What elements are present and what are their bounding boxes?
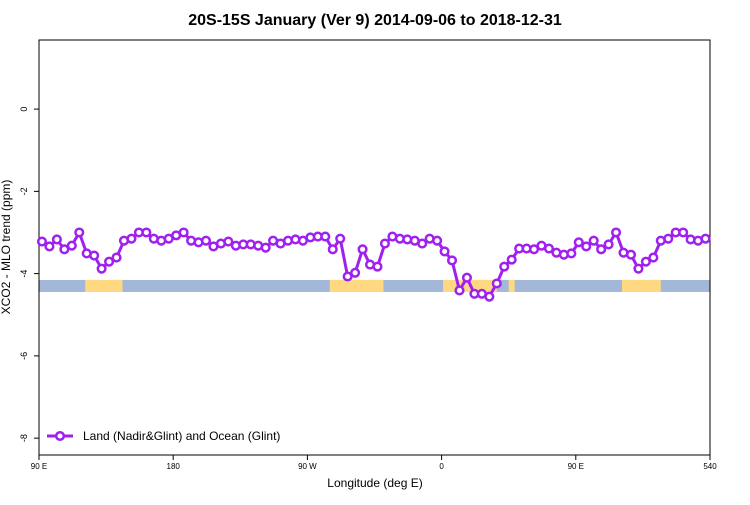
data-point xyxy=(357,244,368,255)
data-point xyxy=(36,236,48,247)
data-point xyxy=(543,243,555,254)
data-point xyxy=(611,227,622,238)
y-tick-label: -6 xyxy=(19,352,29,360)
data-point xyxy=(111,252,122,263)
data-point xyxy=(625,249,637,260)
data-point xyxy=(126,233,137,244)
land-band xyxy=(622,279,661,292)
data-point xyxy=(491,278,502,289)
data-point xyxy=(350,267,361,278)
data-point xyxy=(603,239,614,250)
data-point xyxy=(678,227,689,238)
x-tick-label: 90 E xyxy=(31,462,47,471)
data-point xyxy=(499,261,510,272)
data-point xyxy=(528,244,540,255)
x-tick-label: 90 E xyxy=(568,462,584,471)
data-point xyxy=(446,255,458,266)
data-point xyxy=(335,233,346,244)
legend-marker xyxy=(54,430,66,442)
data-point xyxy=(484,291,495,302)
data-point xyxy=(372,261,383,272)
data-point xyxy=(439,246,450,257)
data-point xyxy=(648,252,659,263)
legend-label: Land (Nadir&Glint) and Ocean (Glint) xyxy=(83,429,280,443)
data-point xyxy=(342,271,353,282)
plot-frame xyxy=(38,39,711,456)
land-band xyxy=(85,279,123,292)
data-point xyxy=(59,244,70,255)
data-point xyxy=(327,244,338,255)
y-tick-label: -4 xyxy=(19,270,29,278)
data-point xyxy=(432,235,443,246)
x-tick-label: 540 xyxy=(703,462,717,471)
y-tick-label: -2 xyxy=(19,187,29,195)
data-point xyxy=(454,285,465,296)
data-point xyxy=(89,250,100,261)
data-point xyxy=(640,256,651,267)
data-point xyxy=(461,272,472,283)
data-point xyxy=(581,241,592,252)
data-point xyxy=(66,240,77,251)
data-point xyxy=(96,263,107,274)
data-point xyxy=(74,227,85,238)
x-tick-label: 90 W xyxy=(298,462,317,471)
data-point xyxy=(663,233,674,244)
data-point xyxy=(178,227,189,238)
data-point xyxy=(573,237,584,248)
y-tick-label: 0 xyxy=(19,107,29,112)
data-point xyxy=(633,263,644,274)
data-point xyxy=(223,236,234,247)
data-point xyxy=(44,241,55,252)
y-axis-label: XCO2 - MLO trend (ppm) xyxy=(0,180,13,315)
data-point xyxy=(379,238,390,249)
x-tick-label: 180 xyxy=(167,462,181,471)
data-point xyxy=(596,244,607,255)
data-point xyxy=(141,227,152,238)
land-band xyxy=(329,279,384,292)
data-point xyxy=(588,235,599,246)
data-point xyxy=(104,256,115,267)
data-point xyxy=(700,233,711,244)
land-band xyxy=(508,279,515,292)
x-axis-label: Longitude (deg E) xyxy=(327,476,422,490)
data-point xyxy=(417,238,428,249)
data-point xyxy=(506,254,517,265)
data-point xyxy=(51,234,62,245)
chart-title: 20S-15S January (Ver 9) 2014-09-06 to 20… xyxy=(188,12,562,29)
data-point xyxy=(566,248,577,259)
y-tick-label: -8 xyxy=(19,434,29,442)
data-point xyxy=(320,231,331,242)
x-tick-label: 0 xyxy=(439,462,444,471)
data-point xyxy=(200,235,212,246)
data-point xyxy=(260,242,271,253)
